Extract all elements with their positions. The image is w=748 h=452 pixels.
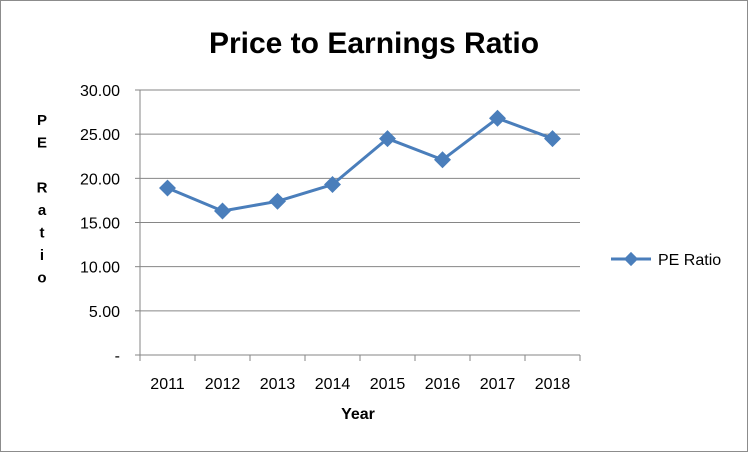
x-tick-label: 2011 (150, 376, 185, 393)
y-axis-label: PE Ratio (37, 112, 48, 287)
x-tick-label: 2012 (205, 376, 241, 393)
x-tick-label: 2014 (315, 376, 351, 393)
chart-title: Price to Earnings Ratio (209, 27, 539, 60)
x-axis-label: Year (341, 406, 375, 423)
y-axis-label-char: R (37, 180, 48, 197)
data-point-marker (544, 130, 561, 148)
x-tick-label: 2013 (260, 376, 296, 393)
x-tick-label: 2016 (425, 376, 461, 393)
y-tick-label: 25.00 (80, 127, 120, 144)
data-point-marker (159, 179, 176, 197)
legend-diamond-marker (623, 251, 639, 267)
y-tick-labels: - 5.00 10.00 15.00 20.00 25.00 30.00 (80, 83, 120, 365)
legend-label: PE Ratio (658, 252, 721, 269)
x-tick-label: 2018 (535, 376, 571, 393)
axes (135, 89, 581, 361)
y-axis-label-char: E (37, 135, 47, 152)
gridlines (140, 89, 580, 312)
x-tick-label: 2015 (370, 376, 406, 393)
legend: PE Ratio (611, 251, 721, 269)
data-point-marker (379, 130, 396, 148)
y-tick-label: 10.00 (80, 260, 120, 277)
y-axis-label-char: a (38, 202, 47, 219)
series-pe-ratio (159, 109, 561, 220)
data-point-marker (434, 151, 451, 169)
y-tick-label: 30.00 (80, 83, 120, 100)
y-tick-label: - (115, 348, 120, 365)
x-tick-labels: 2011 2012 2013 2014 2015 2016 2017 2018 (150, 376, 570, 393)
y-tick-label: 20.00 (80, 171, 120, 188)
data-point-marker (269, 192, 286, 210)
series-line (166, 116, 554, 213)
y-tick-label: 5.00 (89, 304, 120, 321)
y-axis-label-char: t (40, 225, 45, 242)
y-tick-label: 15.00 (80, 216, 120, 233)
data-point-marker (324, 176, 341, 194)
y-axis-label-char: o (37, 270, 46, 287)
data-point-marker (214, 202, 231, 220)
data-point-marker (489, 109, 506, 127)
y-axis-label-char: P (37, 112, 47, 129)
y-axis-label-char: i (40, 247, 44, 264)
x-tick-label: 2017 (480, 376, 516, 393)
